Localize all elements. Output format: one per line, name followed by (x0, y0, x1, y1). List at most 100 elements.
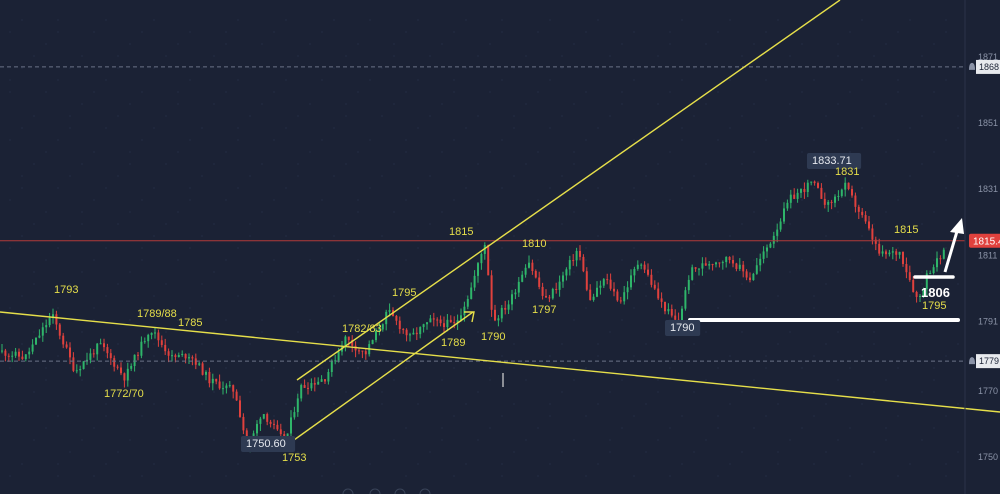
candle-body (222, 388, 224, 390)
toolbar-dot (342, 488, 354, 494)
target-label: 1806 (921, 285, 950, 300)
candle-body (109, 353, 112, 359)
swing-label: 1782/83 (342, 323, 382, 335)
swing-label: 1795 (922, 300, 946, 312)
candle-body (194, 358, 197, 365)
candle-body (483, 245, 486, 254)
candle-body (72, 357, 75, 371)
candle-body (174, 355, 177, 357)
candle-body (191, 357, 194, 359)
candle-body (738, 264, 741, 269)
candle-body (919, 295, 921, 297)
candle-body (470, 287, 473, 299)
current-price-badge (969, 233, 1000, 248)
candle-body (422, 324, 425, 328)
candle-body (558, 281, 561, 290)
candle-body (902, 251, 904, 264)
candle-body (857, 206, 860, 212)
candle-body (120, 367, 122, 374)
candle-body (851, 189, 853, 196)
price-axis[interactable]: 1871 1851 1831 1811 1791 1770 1750 1868 1779 1815… (342, 0, 1000, 494)
candle-body (89, 353, 92, 360)
alert-bell-icon (969, 62, 975, 70)
candle-body (732, 260, 734, 264)
candle-body (650, 274, 653, 285)
candle-body (310, 383, 313, 389)
candle-body (347, 336, 350, 341)
trendlines (0, 0, 1000, 451)
candle-body (534, 270, 537, 278)
candle-body (698, 268, 700, 270)
candle-body (324, 379, 326, 382)
candle-body (65, 344, 68, 348)
alert-level-badge (976, 59, 1000, 74)
candle-body (504, 307, 507, 310)
candle-body (232, 385, 235, 392)
candle-body (31, 344, 34, 352)
candle-body (130, 365, 133, 369)
candle-body (616, 291, 619, 301)
candle-body (575, 250, 578, 261)
toolbar-dot (394, 488, 406, 494)
candle-body (487, 245, 490, 276)
candle-body (742, 264, 745, 272)
candle-body (395, 315, 398, 321)
candle-body (361, 350, 364, 352)
candle-body (150, 332, 153, 335)
candle-body (823, 198, 826, 205)
candle-body (602, 279, 605, 286)
candle-body (351, 340, 354, 346)
channel-arrow-head (464, 311, 475, 323)
candle-body (460, 315, 462, 321)
candle-body (1, 350, 3, 352)
candle-body (266, 414, 269, 422)
candle-body (402, 329, 405, 331)
candle-body (844, 182, 847, 190)
candle-body (259, 418, 262, 424)
candle-body (279, 429, 282, 435)
candle-body (507, 304, 510, 310)
candle-body (276, 424, 279, 430)
candle-body (925, 273, 928, 290)
candle-body (861, 211, 864, 216)
candle-body (633, 268, 636, 276)
candle-body (92, 353, 95, 355)
candle-body (405, 329, 408, 336)
price-axis-tick: 1750 (978, 452, 998, 462)
candle-body (664, 301, 666, 312)
candle-body (456, 320, 459, 323)
candle-body (426, 322, 428, 325)
candle-body (684, 290, 687, 309)
candle-body (79, 368, 82, 371)
candle-body (942, 249, 945, 259)
candle-body (885, 251, 887, 255)
candle-body (123, 373, 126, 381)
candle-body (660, 298, 663, 302)
candle-body (375, 331, 377, 341)
candle-body (215, 378, 218, 382)
candle-body (140, 341, 143, 356)
candle-body (783, 208, 785, 222)
candle-body (728, 256, 731, 261)
candle-body (891, 251, 894, 253)
candle-body (623, 292, 626, 302)
candle-body (725, 256, 728, 263)
candle-body (647, 269, 649, 275)
candle-body (745, 271, 748, 278)
candle-body (874, 239, 877, 244)
candle-body (881, 251, 884, 254)
candle-body (99, 343, 102, 345)
toolbar-dot (369, 488, 381, 494)
candle-body (606, 279, 609, 281)
candle-body (514, 292, 517, 295)
candle-body (572, 260, 575, 262)
candle-body (541, 286, 544, 296)
candle-body (364, 351, 367, 355)
candle-body (827, 201, 830, 205)
candle-body (786, 202, 789, 209)
candle-body (626, 287, 629, 293)
candle-body (126, 368, 129, 381)
candle-body (772, 235, 775, 244)
candle-body (415, 332, 418, 335)
